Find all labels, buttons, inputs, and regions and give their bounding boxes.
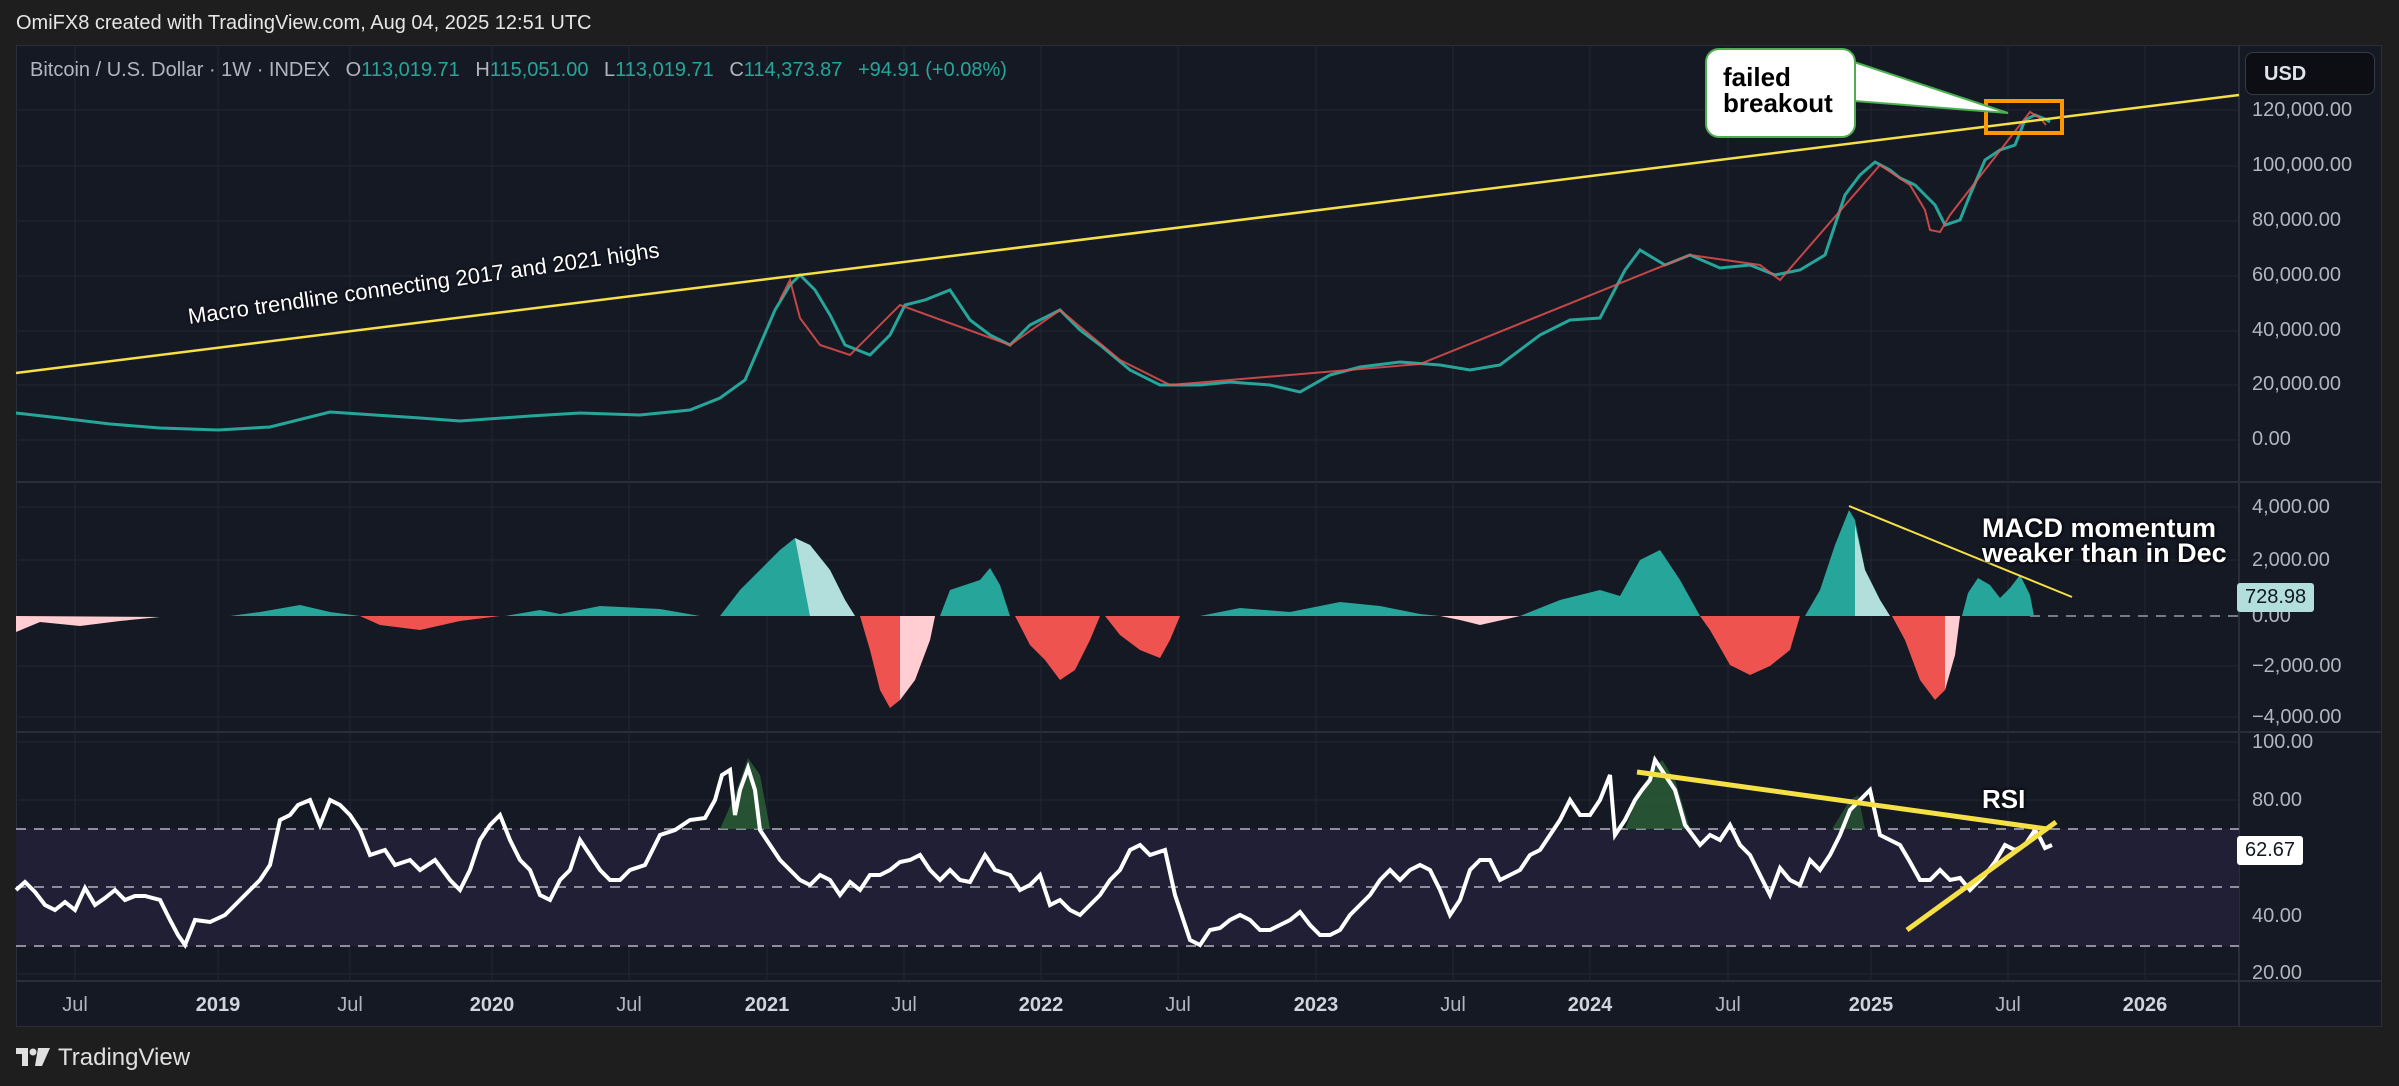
macd-histogram [16,510,2034,708]
currency-button[interactable]: USD [2245,52,2375,95]
macro-trendline [15,93,2240,375]
price-axis-label: 120,000.00 [2252,99,2353,121]
macd-value-badge: 728.98 [2237,583,2315,612]
rsi-upper-trendline [1636,769,2048,832]
time-axis-label: 2022 [1018,994,1064,1016]
macd-axis-label: 2,000.00 [2252,549,2330,571]
low-value: 113,019.71 [615,59,714,81]
price-axis-label: 60,000.00 [2252,264,2341,286]
macd-axis-label: 4,000.00 [2252,496,2330,518]
time-axis-label: Jul [616,994,642,1016]
change-value: +94.91 (+0.08%) [857,59,1007,81]
macd-axis-label: −4,000.00 [2252,706,2342,728]
rsi-overbought-fill [720,758,770,829]
rsi-axis-label: 40.00 [2252,905,2303,927]
time-axis-label: Jul [1995,994,2021,1016]
tradingview-watermark[interactable]: TradingView [16,1044,190,1072]
price-axis-label: 40,000.00 [2252,319,2341,341]
price-axis-label: 20,000.00 [2252,373,2341,395]
rsi-line [14,755,2053,950]
rsi-band [16,829,2239,946]
rsi-annotation: RSI [1982,784,2026,814]
symbol-title: Bitcoin / U.S. Dollar · 1W · INDEX [30,59,331,81]
time-axis-label: 2023 [1293,994,1339,1016]
chart-credit: OmiFX8 created with TradingView.com, Aug… [16,12,592,34]
time-axis-label: 2021 [744,994,790,1016]
price-candles [15,110,2051,432]
rsi-axis-label: 100.00 [2252,731,2314,753]
open-value: 113,019.71 [361,59,460,81]
time-axis-label: 2024 [1567,994,1613,1016]
macd-trendline [1848,505,2073,598]
rsi-axis-label: 20.00 [2252,962,2303,984]
rsi-axis-label: 80.00 [2252,789,2303,811]
time-axis-label: Jul [891,994,917,1016]
rsi-overbought-fill [1625,760,1690,829]
time-axis-label: Jul [1440,994,1466,1016]
time-axis-label: Jul [1715,994,1741,1016]
time-axis-label: 2026 [2122,994,2168,1016]
time-axis-label: Jul [337,994,363,1016]
price-axis-label: 100,000.00 [2252,154,2353,176]
time-axis-label: 2019 [195,994,241,1016]
rsi-lower-trendline [1905,819,2058,933]
price-axis-label: 0.00 [2252,428,2291,450]
callout-pointer [1853,60,2009,114]
macd-axis-label: −2,000.00 [2252,655,2342,677]
breakout-highlight-box [1984,99,2064,135]
time-axis-label: 2025 [1848,994,1894,1016]
macd-annotation: MACD momentum weaker than in Dec [1982,513,2227,568]
close-value: 114,373.87 [743,59,843,81]
high-value: 115,051.00 [489,59,589,81]
failed-breakout-callout: failed breakout [1705,48,1856,138]
rsi-value-badge: 62.67 [2237,836,2304,865]
price-axis-label: 80,000.00 [2252,209,2341,231]
time-axis-label: 2020 [469,994,515,1016]
time-axis-label: Jul [62,994,88,1016]
time-axis-label: Jul [1165,994,1191,1016]
symbol-legend[interactable]: Bitcoin / U.S. Dollar · 1W · INDEX O113,… [30,59,1007,81]
tradingview-logo-icon [16,1048,50,1066]
